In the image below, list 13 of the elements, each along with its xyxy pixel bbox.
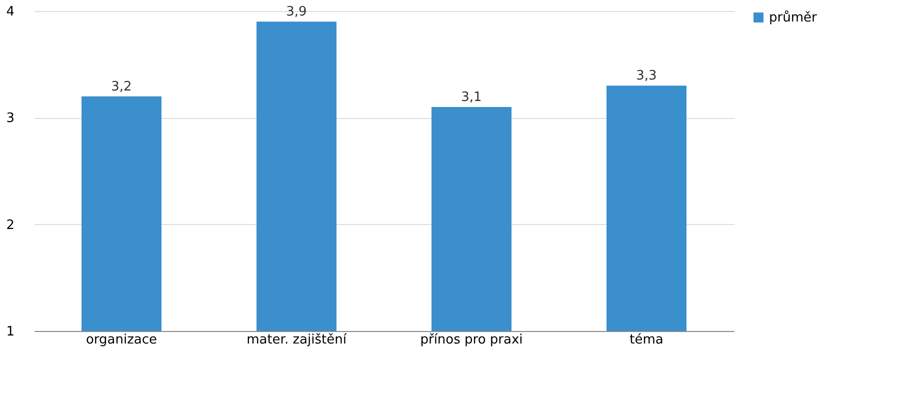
x-tick-label: mater. zajištění [246, 332, 347, 348]
data-label: 3,3 [636, 68, 657, 84]
data-label: 3,2 [111, 79, 132, 94]
y-tick-label: 2 [6, 218, 14, 233]
x-tick-label: přínos pro praxi [420, 332, 523, 348]
y-tick-label: 3 [6, 111, 14, 126]
legend-label: průměr [769, 10, 818, 26]
y-tick-label: 4 [6, 4, 14, 20]
data-label: 3,1 [461, 90, 482, 105]
data-label: 3,9 [286, 4, 307, 20]
x-tick-label: organizace [86, 332, 158, 348]
y-tick-label: 1 [6, 324, 14, 340]
x-tick-label: téma [630, 332, 664, 348]
